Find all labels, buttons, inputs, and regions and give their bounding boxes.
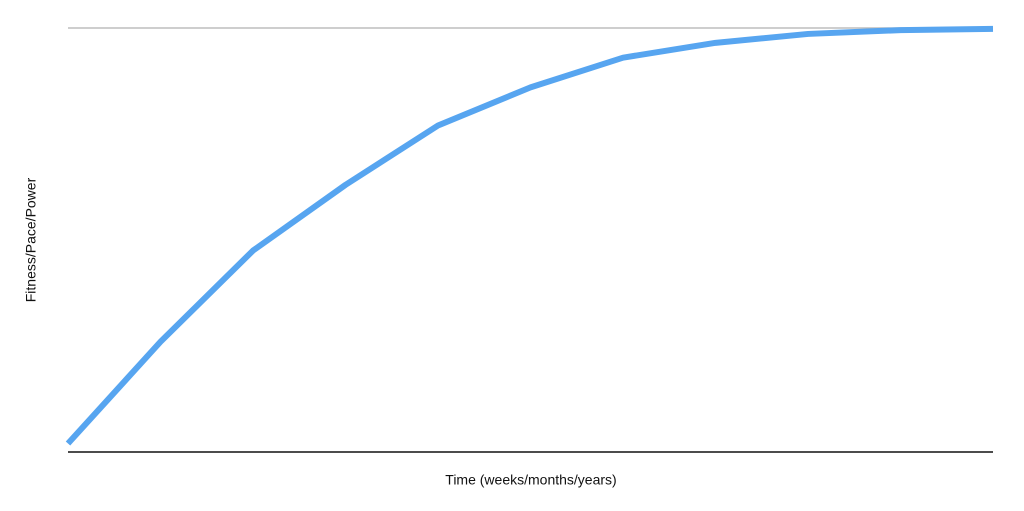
data-line: [65, 25, 994, 446]
x-axis-label: Time (weeks/months/years): [445, 472, 616, 488]
y-axis-label: Fitness/Pace/Power: [23, 177, 39, 302]
